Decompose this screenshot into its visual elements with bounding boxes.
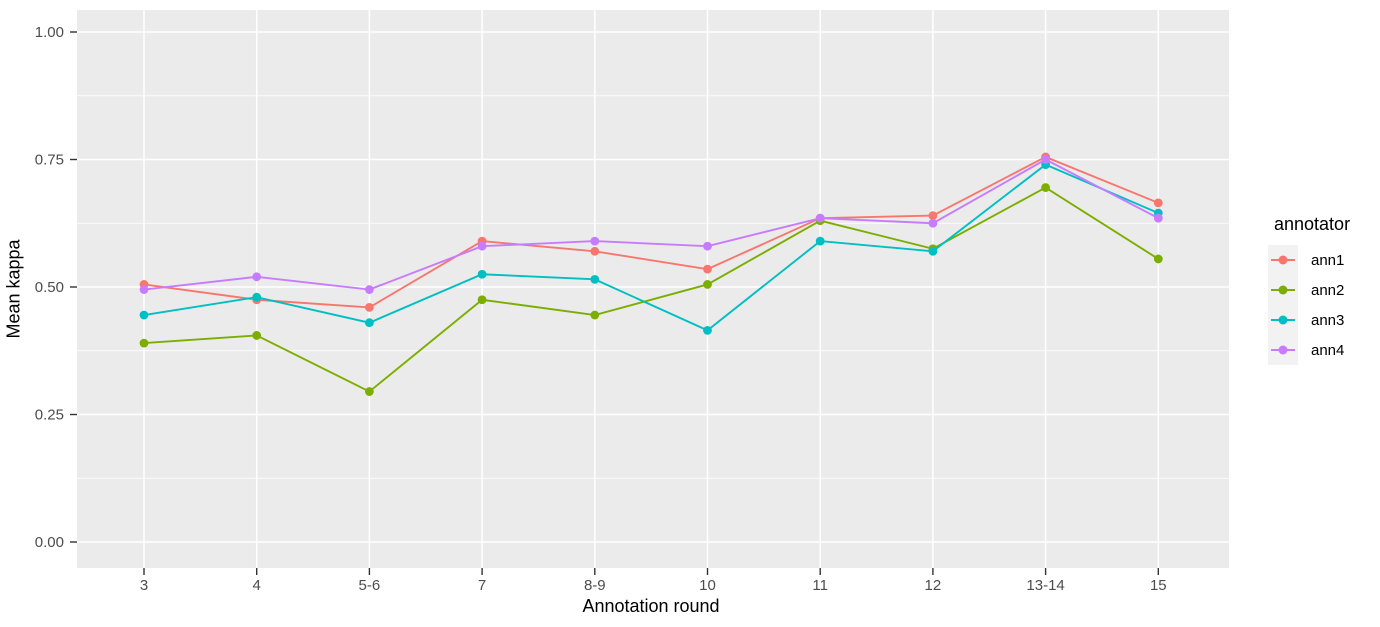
series-line-ann3: [143, 163, 1159, 332]
legend-item-ann2: ann2: [1268, 275, 1350, 305]
legend-key-ann2: [1268, 275, 1298, 305]
legend-key-ann4: [1268, 335, 1298, 365]
data-point-ann4-5-6: [365, 285, 374, 294]
series-line-ann1: [143, 155, 1159, 309]
data-point-ann4-10: [703, 241, 712, 251]
data-point-ann2-15: [1153, 254, 1163, 264]
legend-item-ann3: ann3: [1268, 305, 1350, 335]
x-tick-label: 11: [812, 577, 828, 594]
y-tick-label: 1.00: [35, 24, 64, 41]
legend-key-dot: [1278, 285, 1288, 295]
data-point-ann2-10: [703, 280, 712, 289]
plot-panel: [77, 10, 1229, 568]
data-point-ann3-8-9: [590, 274, 600, 284]
data-point-ann2-5-6: [365, 387, 374, 396]
data-point-ann3-7: [477, 269, 487, 279]
series-line-ann4: [143, 158, 1159, 291]
legend-key-ann3: [1268, 305, 1298, 335]
legend-key-dot: [1278, 345, 1288, 355]
legend-label-ann4: ann4: [1311, 341, 1345, 359]
x-tick-label: 8-9: [584, 577, 606, 594]
legend-key-ann1: [1268, 245, 1298, 275]
x-tick-label: 5-6: [359, 577, 381, 594]
y-tick-label: 0.50: [35, 279, 64, 296]
data-point-ann4-7: [477, 241, 487, 251]
legend-item-ann4: ann4: [1268, 335, 1350, 365]
data-point-ann4-13-14: [1041, 155, 1050, 164]
x-tick-label: 3: [140, 577, 148, 594]
data-point-ann1-15: [1153, 198, 1163, 208]
legend-label-ann3: ann3: [1311, 311, 1345, 329]
data-point-ann4-4: [252, 272, 262, 282]
data-point-ann3-3: [139, 310, 149, 320]
data-point-ann4-11: [815, 213, 825, 223]
data-point-ann3-5-6: [365, 318, 374, 328]
data-point-ann2-4: [252, 331, 262, 340]
data-point-ann2-3: [139, 338, 149, 348]
data-point-ann4-8-9: [590, 236, 600, 246]
data-point-ann3-12: [928, 246, 938, 256]
legend-label-ann1: ann1: [1311, 251, 1345, 269]
series-line-ann2: [143, 186, 1159, 393]
data-point-ann4-15: [1153, 213, 1163, 223]
legend-key-dot: [1278, 315, 1288, 325]
data-point-ann2-8-9: [590, 310, 600, 320]
data-point-ann3-10: [703, 325, 712, 335]
x-tick-label: 13-14: [1026, 577, 1064, 594]
data-point-ann1-12: [928, 211, 938, 221]
data-point-ann1-8-9: [590, 246, 600, 256]
legend-key-dot: [1278, 255, 1288, 265]
x-tick-label: 12: [925, 577, 942, 594]
legend-label-ann2: ann2: [1311, 281, 1345, 299]
y-axis-title: Mean kappa: [3, 239, 24, 339]
y-tick-label: 0.00: [35, 534, 64, 551]
data-point-ann2-13-14: [1041, 183, 1050, 192]
y-tick-label: 0.25: [35, 407, 64, 424]
data-point-ann2-7: [477, 295, 487, 305]
data-point-ann3-4: [252, 292, 262, 302]
data-point-ann4-12: [928, 218, 938, 228]
legend-items: ann1 ann2 ann3 ann4: [1268, 245, 1350, 365]
x-tick-label: 10: [699, 577, 716, 594]
x-tick-label: 15: [1150, 577, 1167, 594]
data-point-ann1-10: [703, 264, 712, 274]
x-tick-label: 7: [478, 577, 486, 594]
x-axis-title: Annotation round: [582, 596, 720, 616]
legend-title: annotator: [1274, 214, 1351, 234]
legend-item-ann1: ann1: [1268, 245, 1350, 275]
y-tick-label: 0.75: [35, 152, 64, 169]
legend: annotator ann1 ann2 ann3 ann4: [1268, 214, 1350, 365]
x-tick-label: 4: [253, 577, 261, 594]
data-point-ann1-5-6: [365, 303, 374, 312]
data-point-ann3-11: [815, 236, 825, 246]
data-point-ann4-3: [139, 285, 149, 294]
